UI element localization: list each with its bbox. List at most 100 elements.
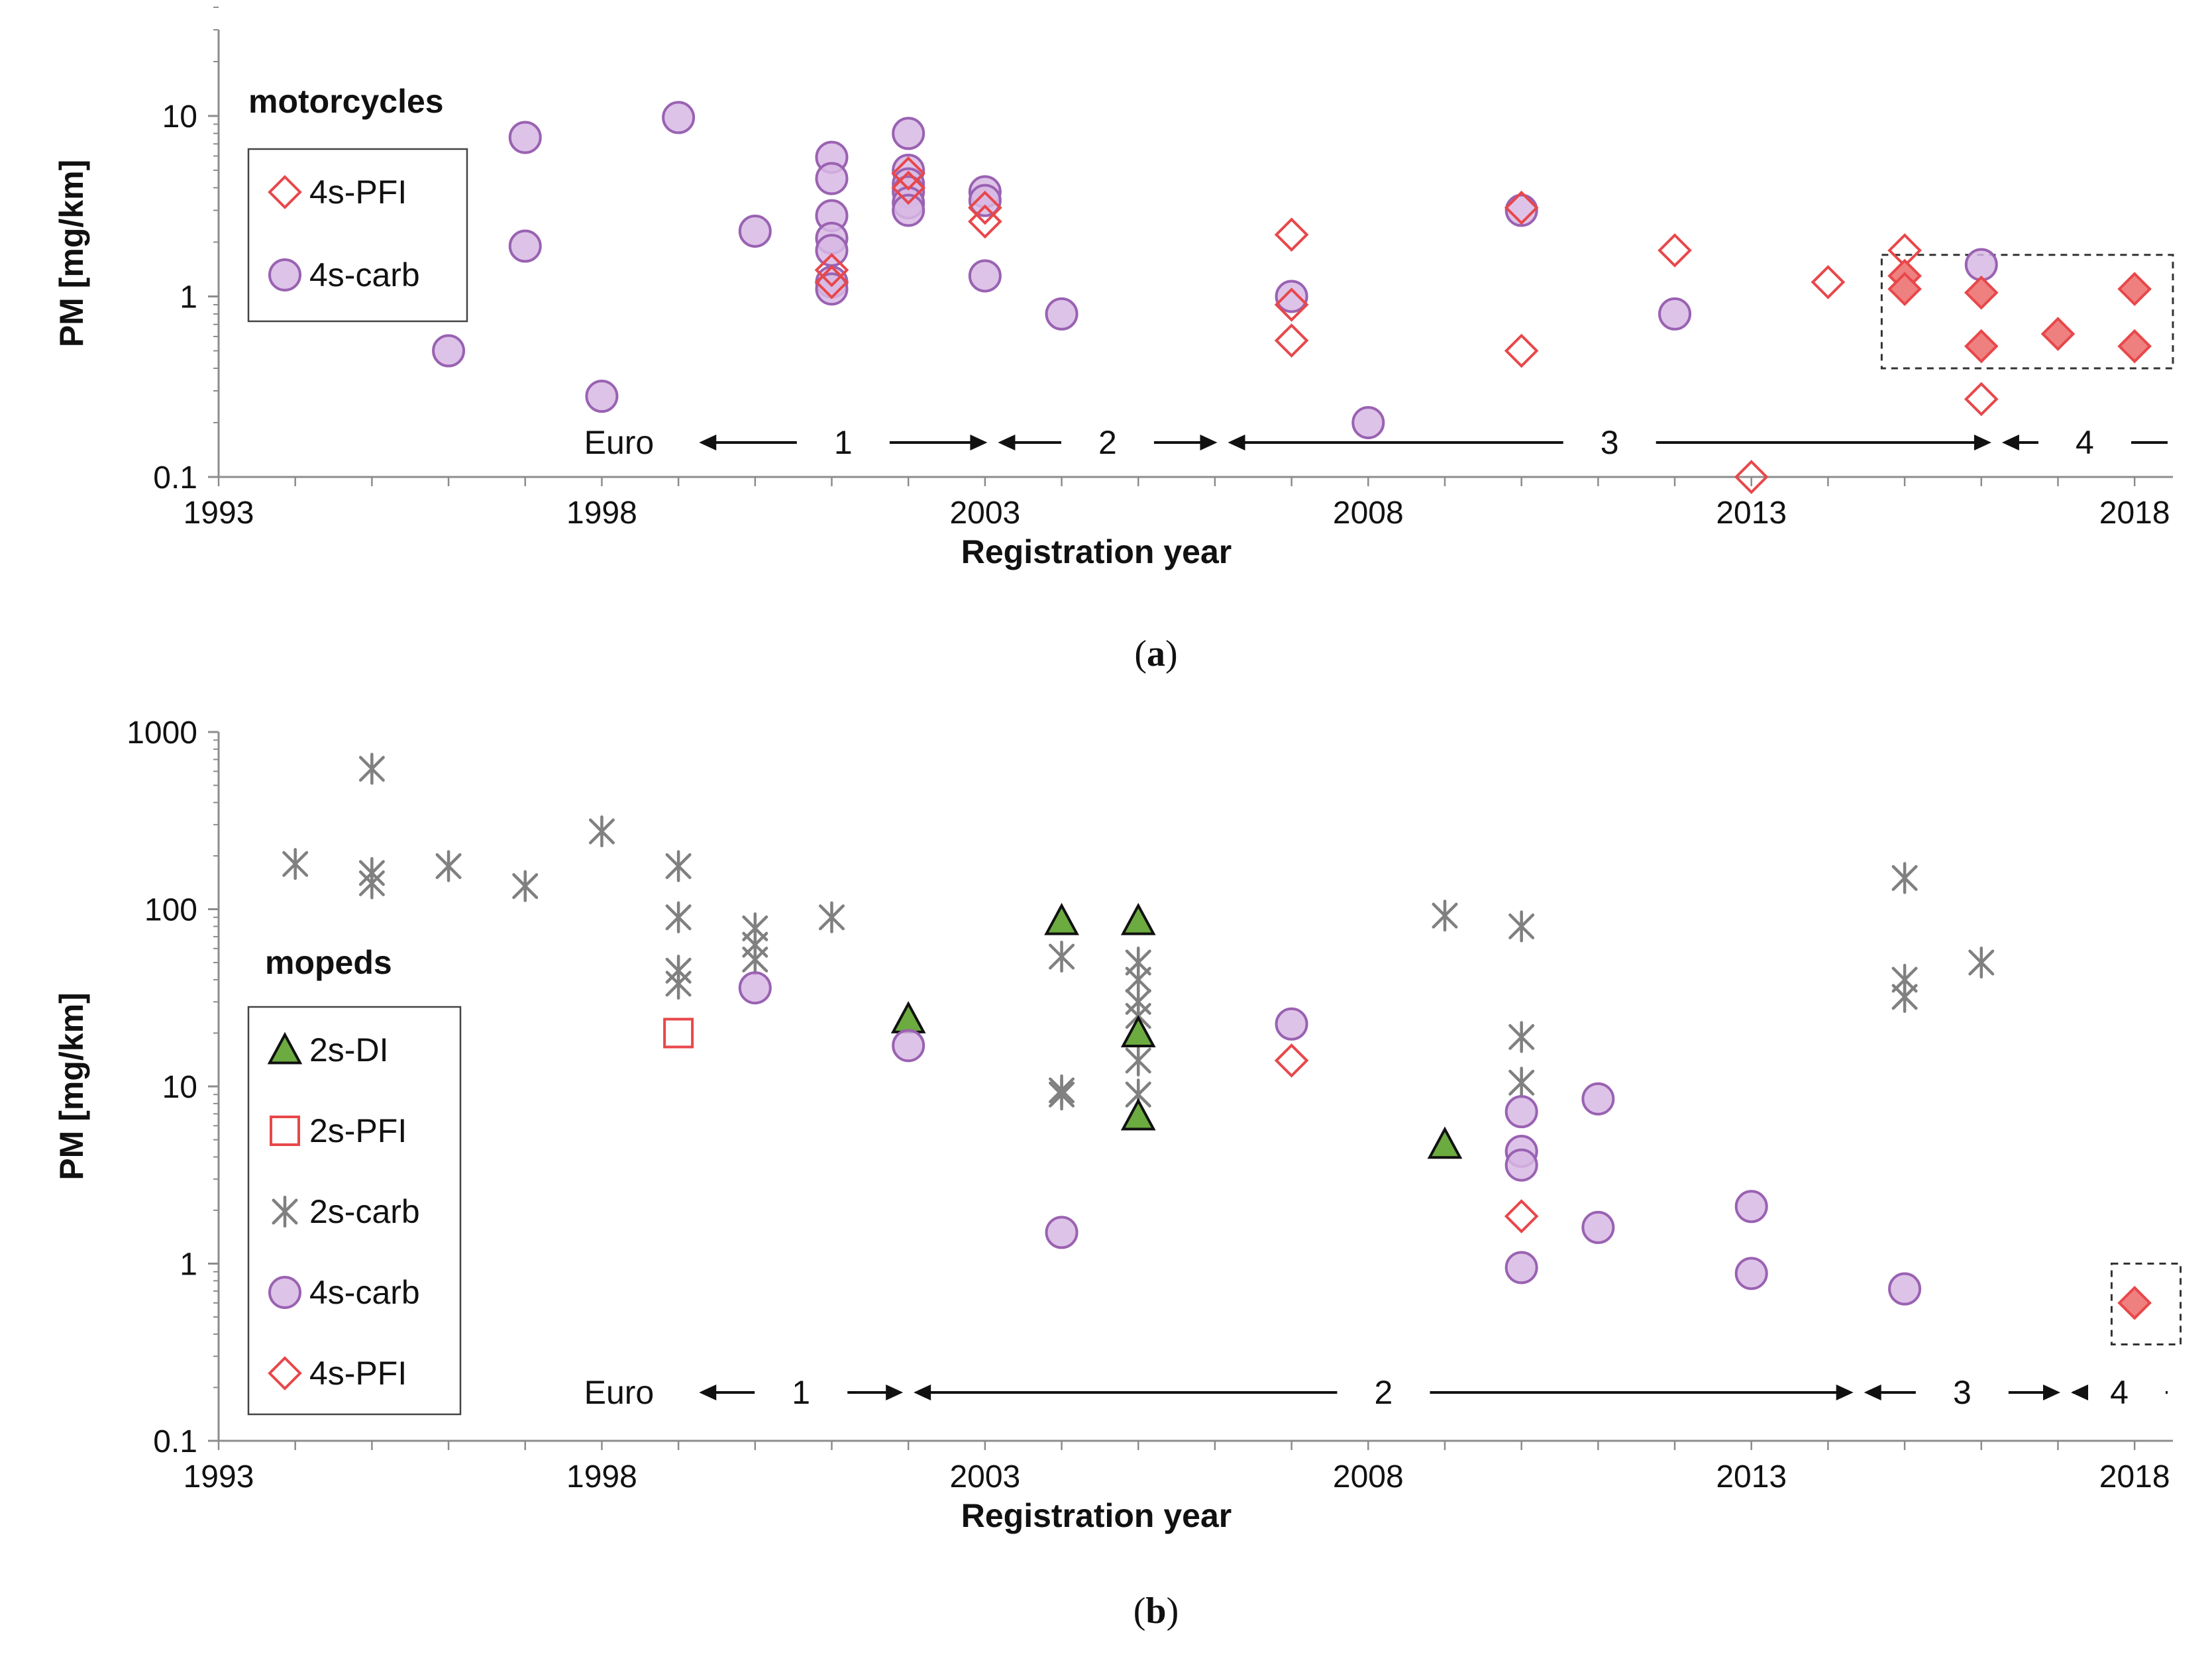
data-point [1891, 862, 1918, 894]
euro-stage-2: 2 [998, 424, 1218, 461]
legend-label: 2s-PFI [309, 1112, 407, 1149]
y-axis-title: PM [mg/km] [53, 992, 90, 1180]
highlight-box [2110, 1263, 2182, 1345]
euro-stage-label: 3 [1953, 1374, 1972, 1411]
data-point [968, 204, 1002, 239]
data-point [508, 121, 542, 154]
data-point [1125, 1044, 1151, 1077]
data-point [1508, 1021, 1535, 1053]
data-point [1044, 902, 1079, 935]
euro-stage-label: 3 [1601, 424, 1619, 461]
y-tick-label: 10 [162, 99, 197, 134]
legend-entry: 2s-carb [272, 1193, 420, 1230]
x-tick-label: 1998 [566, 1459, 637, 1494]
legend-label: 4s-carb [309, 256, 420, 293]
data-point [1275, 1007, 1308, 1041]
data-point [814, 265, 849, 299]
data-point [2117, 272, 2152, 307]
y-tick-label: 1 [180, 1247, 197, 1282]
data-point [1504, 1095, 1538, 1129]
data-point [1734, 1190, 1768, 1224]
data-point [665, 901, 692, 933]
legend-marker-triangle [267, 1031, 303, 1065]
x-axis-title: Registration year [961, 1497, 1232, 1534]
data-point [1274, 217, 1309, 252]
euro-stage-label: 4 [2076, 424, 2094, 461]
series-2s-carb [282, 753, 1995, 1111]
legend-entry: 4s-PFI [268, 1355, 407, 1392]
y-tick-label: 0.1 [153, 460, 197, 496]
legend-entry: 4s-carb [268, 1274, 420, 1311]
euro-stage-4: 4 [2071, 1374, 2168, 1411]
legend: mopeds 2s-DI 2s-PFI 2s-carb 4s-carb 4s-PFI [247, 944, 462, 1416]
data-point [2117, 1286, 2152, 1320]
data-point [1508, 910, 1535, 943]
x-tick-label: 2013 [1716, 496, 1787, 531]
euro-stage-3: 3 [1228, 424, 1991, 461]
series-4s-pfi-euro-4 [2117, 1286, 2152, 1320]
legend-marker-star [272, 1195, 298, 1228]
data-point [1504, 193, 1538, 227]
data-point [1351, 405, 1385, 439]
series-2s-di [890, 902, 1463, 1159]
legend-title: motorcycles [248, 83, 444, 120]
data-point [818, 901, 845, 933]
series-4s-carb [432, 101, 1998, 439]
data-point [1504, 1148, 1538, 1182]
data-point [1275, 280, 1308, 313]
data-point [1964, 329, 1999, 364]
data-point [891, 170, 926, 205]
y-tick-label: 10 [162, 1070, 197, 1105]
data-point [815, 233, 849, 267]
data-point [1968, 946, 1995, 979]
data-point [1120, 902, 1156, 935]
data-point [588, 815, 615, 848]
x-tick-label: 2008 [1333, 496, 1404, 531]
legend-marker-diamond-open [268, 1356, 302, 1390]
legend-entry: 2s-PFI [270, 1112, 407, 1149]
euro-stages: Euro 1 2 3 4 [584, 424, 2168, 461]
euro-stage-1: 1 [699, 424, 988, 461]
data-point [968, 190, 1002, 225]
data-point [892, 193, 925, 227]
data-point [968, 259, 1002, 293]
legend: motorcycles 4s-PFI 4s-carb [247, 83, 468, 323]
euro-stage-label: 2 [1098, 424, 1117, 461]
data-point [738, 971, 772, 1005]
data-point [738, 214, 772, 248]
data-point [663, 1018, 694, 1049]
data-point [1964, 248, 1998, 282]
euro-stage-label: 2 [1375, 1374, 1393, 1411]
x-tick-label: 1993 [184, 1459, 254, 1494]
data-point [358, 867, 385, 900]
data-point [1274, 1043, 1309, 1078]
chart-panel-b: 0.1 1 10 100 1000 1993 1998 2003 2008 2013 2018 Reg… [53, 715, 2182, 1632]
data-point [1504, 1199, 1539, 1233]
x-tick-label: 2008 [1333, 1459, 1404, 1494]
panel-caption: (a) [1134, 633, 1177, 674]
y-axis-title: PM [mg/km] [53, 160, 90, 347]
euro-stage-4: 4 [2001, 424, 2168, 461]
data-point [665, 967, 692, 1000]
data-point [891, 156, 926, 191]
legend-title: mopeds [265, 944, 392, 981]
y-tick-label: 100 [144, 893, 197, 928]
legend-marker-circle [268, 258, 301, 291]
euro-stage-label: 1 [792, 1374, 810, 1411]
legend-label: 4s-PFI [309, 174, 407, 211]
data-point [512, 870, 539, 902]
euro-stage-label: 4 [2110, 1374, 2129, 1411]
data-point [665, 850, 692, 882]
data-point [2117, 329, 2152, 364]
y-tick-label: 1 [180, 280, 197, 315]
euro-stages: Euro 1 2 3 4 [584, 1374, 2168, 1411]
x-tick-label: 1993 [184, 496, 254, 531]
data-point [1891, 980, 1918, 1013]
euro-label: Euro [584, 1374, 655, 1411]
data-point [508, 229, 542, 263]
data-point [435, 850, 462, 882]
data-point [1964, 275, 1999, 310]
legend-label: 2s-carb [309, 1193, 420, 1230]
euro-label: Euro [584, 424, 655, 461]
legend-label: 4s-PFI [309, 1355, 407, 1392]
